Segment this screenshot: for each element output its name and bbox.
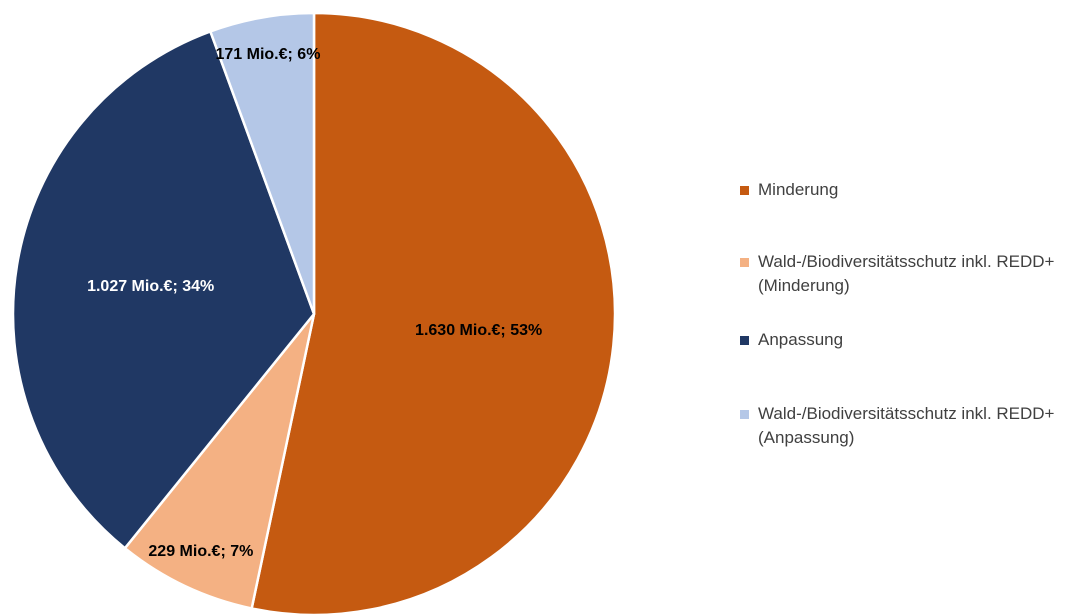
pie-slice bbox=[11, 29, 316, 550]
data-label: 1.630 Mio.€; 53% bbox=[415, 322, 543, 340]
legend-item: Wald-/Biodiversitätsschutz inkl. REDD+ (… bbox=[740, 402, 1060, 450]
legend-swatch bbox=[740, 410, 749, 419]
legend-item: Minderung bbox=[740, 178, 1060, 202]
data-label: 229 Mio.€; 7% bbox=[148, 542, 254, 560]
legend-label: Anpassung bbox=[758, 330, 844, 349]
legend-item: Wald-/Biodiversitätsschutz inkl. REDD+ (… bbox=[740, 250, 1060, 298]
legend-item: Anpassung bbox=[740, 328, 1060, 352]
data-label: 1.027 Mio.€; 34% bbox=[87, 277, 215, 295]
pie-slice bbox=[208, 11, 316, 315]
legend-swatch bbox=[740, 336, 749, 345]
legend-label: Minderung bbox=[758, 180, 839, 199]
pie-slice bbox=[123, 313, 316, 610]
legend-label: Wald-/Biodiversitätsschutz inkl. REDD+ (… bbox=[758, 252, 1055, 295]
legend-swatch bbox=[740, 258, 749, 267]
legend-swatch bbox=[740, 186, 749, 195]
data-label: 171 Mio.€; 6% bbox=[215, 45, 321, 63]
pie-slice bbox=[250, 11, 617, 615]
legend-label: Wald-/Biodiversitätsschutz inkl. REDD+ (… bbox=[758, 404, 1055, 447]
